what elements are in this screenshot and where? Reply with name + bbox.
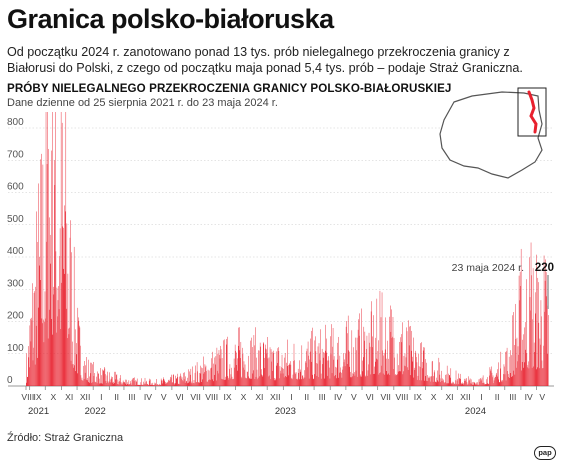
month-label: XII xyxy=(270,392,281,402)
month-label: VII xyxy=(380,392,391,402)
month-label: III xyxy=(509,392,516,402)
month-label: II xyxy=(495,392,500,402)
month-label: VIII xyxy=(395,392,408,402)
year-label: 2023 xyxy=(275,406,296,417)
lead-text: Od początku 2024 r. zanotowano ponad 13 … xyxy=(7,45,523,75)
month-label: II xyxy=(114,392,119,402)
month-label: XII xyxy=(460,392,471,402)
month-label: IX xyxy=(224,392,232,402)
y-tick-label: 0 xyxy=(7,375,13,386)
poland-outline xyxy=(439,91,543,179)
year-label: 2021 xyxy=(28,406,49,417)
month-label: II xyxy=(304,392,309,402)
year-label: 2024 xyxy=(465,406,486,417)
y-tick-label: 800 xyxy=(7,117,24,128)
month-label: X xyxy=(431,392,437,402)
month-label: IV xyxy=(144,392,152,402)
month-label: XI xyxy=(255,392,263,402)
y-tick-label: 100 xyxy=(7,343,24,354)
source-note: Źródło: Straż Graniczna xyxy=(7,432,124,444)
month-label: XI xyxy=(65,392,73,402)
month-label: III xyxy=(128,392,135,402)
month-label: V xyxy=(161,392,167,402)
chart-title: PRÓBY NIELEGALNEGO PRZEKROCZENIA GRANICY… xyxy=(7,82,452,95)
chart-subtitle: Dane dzienne od 25 sierpnia 2021 r. do 2… xyxy=(7,97,278,109)
month-label: VI xyxy=(176,392,184,402)
month-label: IX xyxy=(33,392,41,402)
y-tick-label: 700 xyxy=(7,149,24,160)
month-label: V xyxy=(539,392,545,402)
month-label: VI xyxy=(366,392,374,402)
annotation-value: 220 xyxy=(535,262,554,274)
month-label: IV xyxy=(525,392,533,402)
month-label: XII xyxy=(80,392,91,402)
y-tick-label: 400 xyxy=(7,246,24,257)
month-label: VIII xyxy=(21,392,34,402)
month-label: IX xyxy=(414,392,422,402)
page-title: Granica polsko-białoruska xyxy=(7,4,334,34)
month-label: III xyxy=(319,392,326,402)
border-line xyxy=(527,90,538,134)
y-tick-label: 500 xyxy=(7,214,24,225)
month-label: VII xyxy=(190,392,201,402)
pap-logo: pap xyxy=(534,446,556,460)
month-label: XI xyxy=(445,392,453,402)
poland-map-icon xyxy=(439,87,547,179)
month-label: I xyxy=(480,392,482,402)
month-label: IV xyxy=(334,392,342,402)
annotation-label: 23 maja 2024 r. xyxy=(452,262,524,274)
y-tick-label: 200 xyxy=(7,311,24,322)
year-label: 2022 xyxy=(85,406,106,417)
y-tick-label: 600 xyxy=(7,182,24,193)
month-label: VIII xyxy=(205,392,218,402)
y-tick-label: 300 xyxy=(7,278,24,289)
month-label: X xyxy=(241,392,247,402)
month-label: I xyxy=(100,392,102,402)
month-label: I xyxy=(290,392,292,402)
month-label: V xyxy=(351,392,357,402)
month-label: X xyxy=(51,392,57,402)
map-highlight-frame xyxy=(517,87,547,137)
